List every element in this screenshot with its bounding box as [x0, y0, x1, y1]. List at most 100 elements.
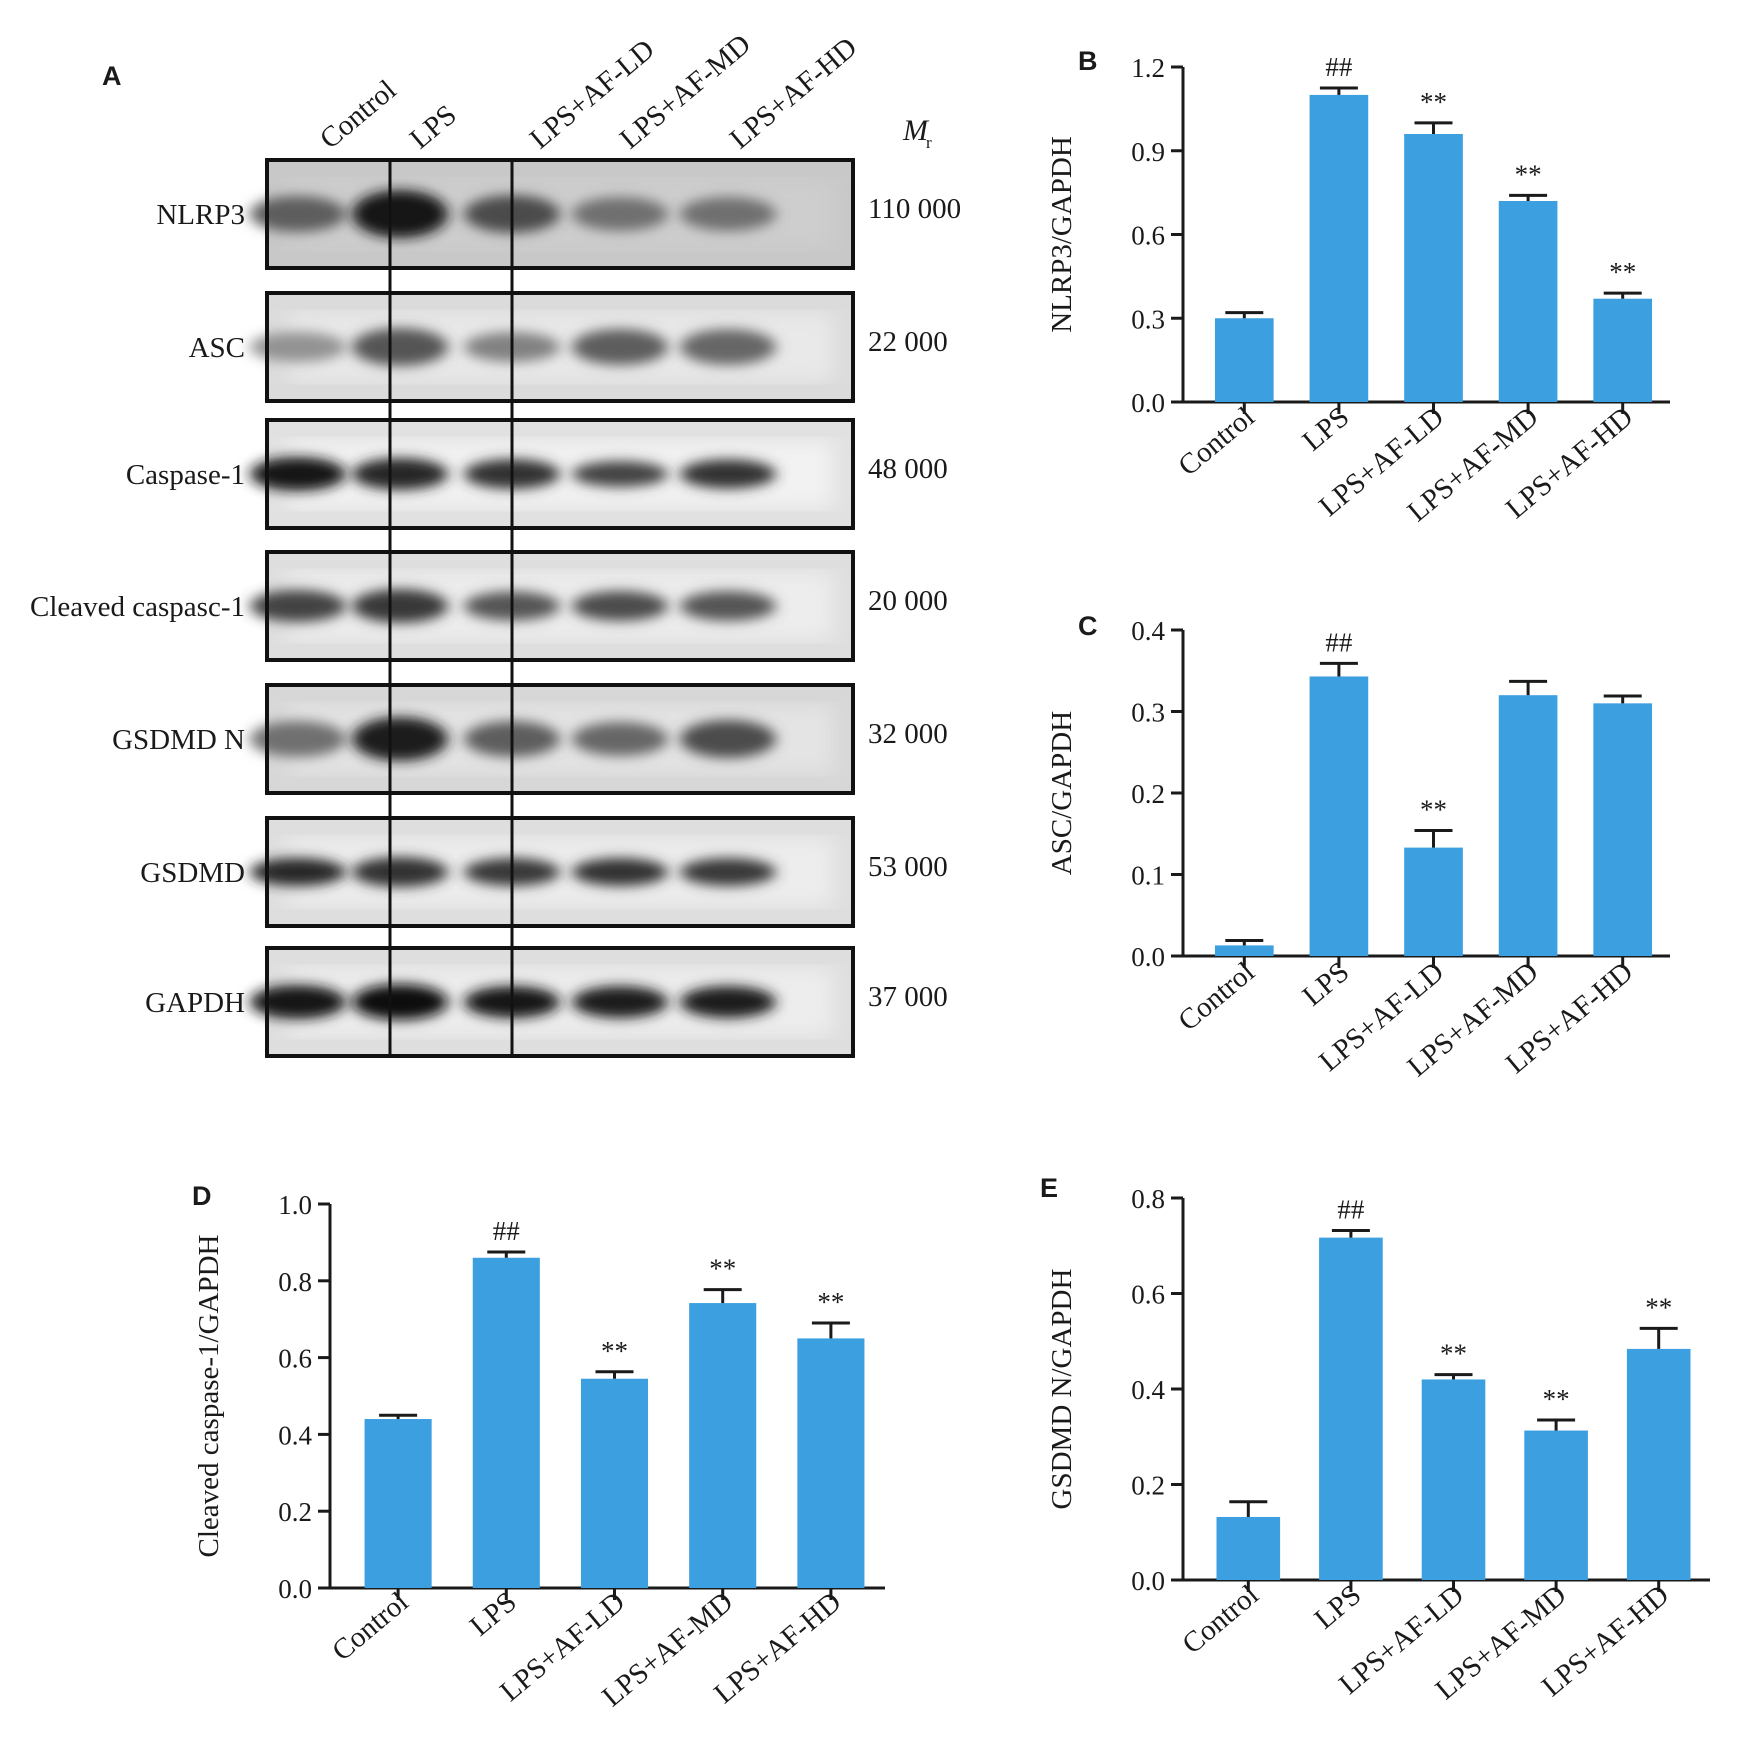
molecular-weight-label: 53 000 — [868, 851, 948, 883]
significance-marker: ## — [1325, 52, 1353, 82]
chart-panel-c: C0.00.10.20.30.4ASC/GAPDHControl##LPS**L… — [1046, 611, 1670, 1083]
y-tick-label: 0.8 — [278, 1267, 312, 1297]
significance-marker: ** — [1515, 159, 1542, 189]
x-tick-label: LPS — [1309, 1579, 1368, 1636]
protein-label: Caspase-1 — [126, 459, 245, 491]
molecular-weight-label: 22 000 — [868, 326, 948, 358]
blot-band — [250, 858, 346, 886]
bar — [1216, 1516, 1281, 1580]
y-axis-label: GSDMD N/GAPDH — [1046, 1269, 1078, 1510]
significance-marker: ** — [1645, 1292, 1672, 1322]
y-tick-label: 0.1 — [1131, 861, 1165, 891]
chart-panel-e: E 0.0 0.2 0.4 0.6 0.8 GSDMD N/GAPDH Control ## LP… — [1040, 1173, 1710, 1706]
y-tick-label: 0.4 — [278, 1420, 312, 1450]
bar — [1404, 134, 1463, 402]
y-tick-label: 1.0 — [278, 1190, 312, 1220]
blot-band — [572, 858, 668, 886]
y-tick-label: 0.0 — [1131, 942, 1165, 972]
molecular-weight-label: 20 000 — [868, 585, 948, 617]
y-tick-label: 0.9 — [1131, 137, 1165, 167]
bar — [1309, 94, 1369, 403]
blot-band — [680, 459, 776, 489]
blot-band — [680, 720, 776, 758]
blot-row: GSDMD N 32 000 — [112, 683, 948, 795]
blot-row: GAPDH 37 000 — [145, 946, 948, 1058]
y-tick-label: 0.8 — [1131, 1184, 1165, 1214]
x-tick-label: Control — [1172, 956, 1260, 1037]
blot-frame — [265, 158, 855, 270]
blot-row: GSDMD 53 000 — [140, 816, 948, 928]
significance-marker: ** — [817, 1287, 844, 1317]
blot-row: Cleaved caspasc-1 20 000 — [30, 550, 948, 662]
blot-band — [680, 591, 776, 621]
molecular-weight-label: 37 000 — [868, 981, 948, 1013]
protein-label: GSDMD N — [112, 724, 245, 756]
bar — [1214, 945, 1274, 956]
blot-band — [572, 329, 668, 365]
y-tick-label: 0.3 — [1131, 304, 1165, 334]
y-axis-label: NLRP3/GAPDH — [1046, 136, 1078, 333]
blot-band — [352, 458, 448, 490]
y-tick-label: 0.6 — [1131, 1280, 1165, 1310]
panel-label: E — [1040, 1173, 1058, 1203]
y-tick-label: 0.6 — [1131, 221, 1165, 251]
molecular-weight-label: 48 000 — [868, 453, 948, 485]
bar — [1498, 695, 1558, 956]
panel-label: D — [192, 1181, 212, 1211]
x-tick-label: Control — [1176, 1579, 1264, 1660]
mr-subscript: r — [926, 133, 932, 152]
protein-label: Cleaved caspasc-1 — [30, 591, 245, 623]
bar — [1593, 703, 1653, 956]
molecular-weight-label: 110 000 — [868, 193, 961, 225]
bar — [472, 1257, 540, 1588]
chart-panel-b: B 0.0 0.3 0.6 0.9 1.2 NLRP3/GAPDH Control ## LPS *… — [1046, 46, 1670, 528]
y-tick-label: 0.0 — [1131, 1566, 1165, 1596]
blot-band — [572, 591, 668, 621]
x-tick-label: LPS — [1297, 956, 1356, 1013]
blot-band — [572, 197, 668, 231]
bar — [1593, 298, 1653, 402]
bar — [364, 1419, 432, 1588]
blot-band — [680, 858, 776, 886]
significance-marker: ** — [1609, 257, 1636, 287]
y-tick-label: 0.0 — [1131, 388, 1165, 418]
bar — [1214, 318, 1274, 402]
y-axis-label: ASC/GAPDH — [1046, 711, 1078, 875]
y-tick-label: 0.3 — [1131, 698, 1165, 728]
blot-band — [250, 196, 346, 232]
lane-label: Control — [314, 74, 402, 155]
blot-row: Caspase-1 48 000 — [126, 418, 948, 530]
significance-marker: ** — [1543, 1384, 1570, 1414]
y-tick-label: 0.4 — [1131, 616, 1165, 646]
bar — [580, 1378, 649, 1588]
panel-label-a: A — [102, 61, 122, 91]
significance-marker: ** — [1420, 87, 1447, 117]
significance-marker: ** — [1440, 1339, 1467, 1369]
bar — [1498, 201, 1558, 402]
blot-band — [572, 722, 668, 756]
panel-label: C — [1078, 611, 1098, 641]
panel-label: B — [1078, 46, 1098, 76]
y-tick-label: 0.2 — [1131, 1471, 1165, 1501]
y-tick-label: 0.4 — [1131, 1375, 1165, 1405]
bar — [1421, 1379, 1486, 1580]
blot-band — [352, 190, 448, 238]
significance-marker: ** — [1420, 794, 1447, 824]
blot-frame — [265, 418, 855, 530]
blot-band — [250, 721, 346, 757]
bar — [1319, 1237, 1383, 1580]
blot-band — [352, 717, 448, 761]
lane-label: LPS — [404, 99, 463, 156]
y-axis-label: Cleaved caspase-1/GAPDH — [193, 1234, 225, 1557]
blot-band — [680, 329, 776, 365]
y-tick-label: 1.2 — [1131, 53, 1165, 83]
significance-marker: ## — [493, 1216, 521, 1246]
bar — [1309, 676, 1369, 956]
y-tick-label: 0.0 — [278, 1574, 312, 1604]
x-tick-label: Control — [326, 1586, 414, 1667]
blot-band — [352, 984, 448, 1020]
blot-row: NLRP3 110 000 — [156, 158, 961, 270]
y-tick-label: 0.2 — [278, 1497, 312, 1527]
